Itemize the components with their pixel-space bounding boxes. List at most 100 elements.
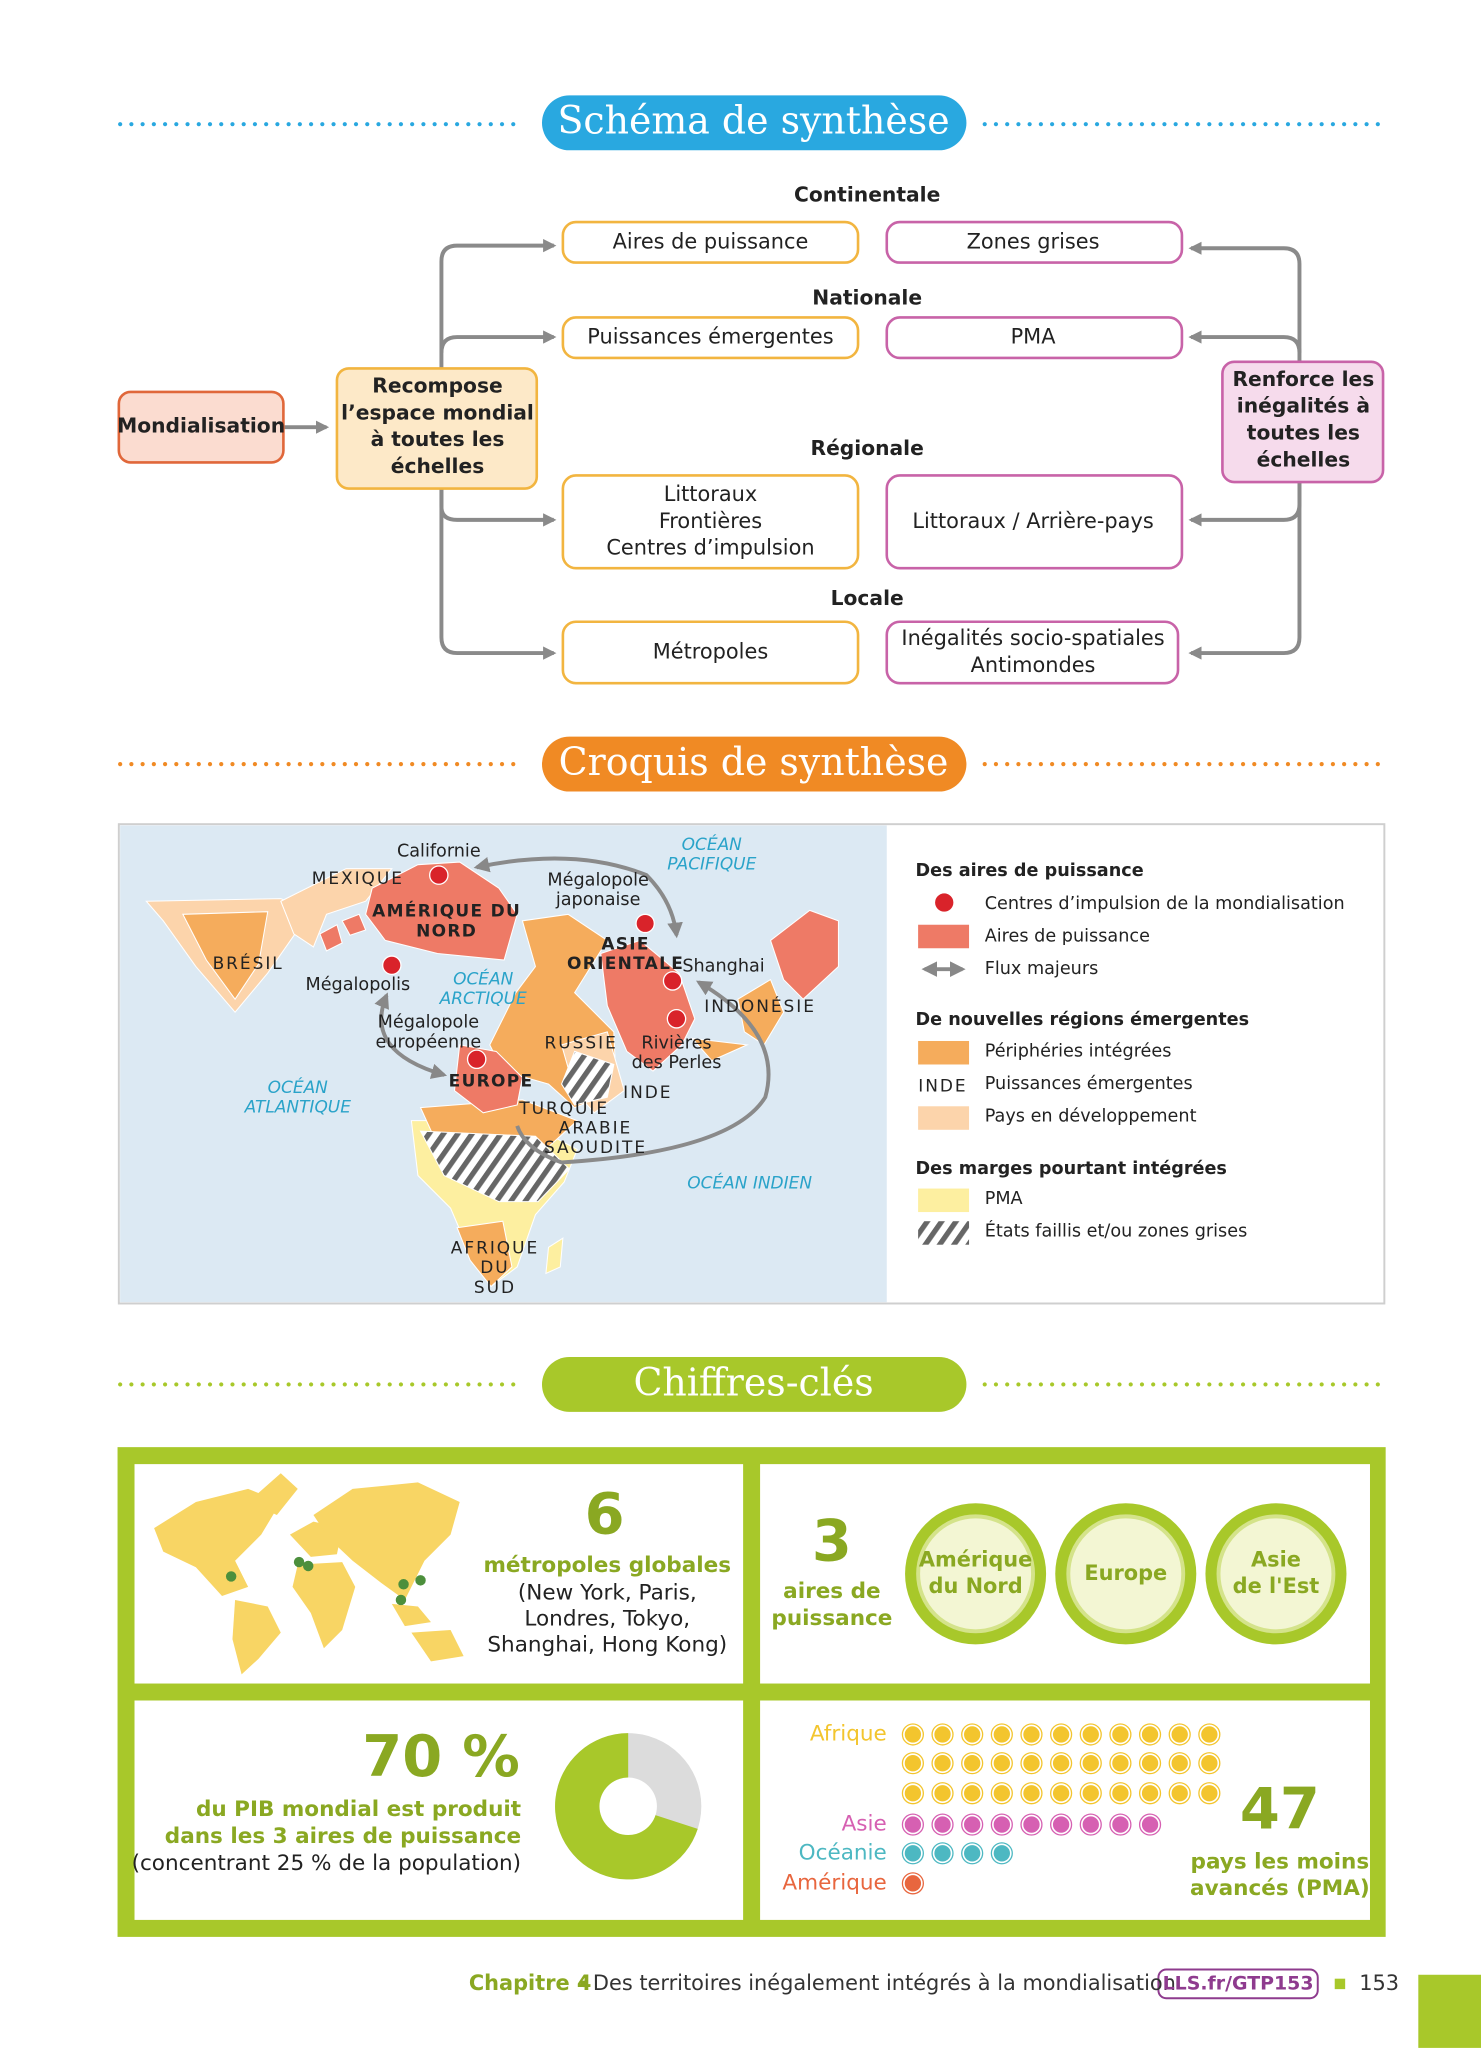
dot: [264, 762, 269, 767]
pma-dot: [1139, 1753, 1161, 1774]
legend-title: Des aires de puissance: [916, 861, 1144, 881]
dot: [398, 1382, 404, 1387]
dot: [174, 1382, 179, 1387]
dot: [1027, 762, 1032, 767]
dot: [1308, 762, 1313, 767]
pma-dot: [1021, 1783, 1042, 1804]
dot: [387, 122, 392, 127]
footer-link[interactable]: LLS.fr/GTP153: [1163, 1972, 1314, 1994]
dot: [331, 122, 336, 127]
dot: [342, 1382, 347, 1387]
dot: [151, 762, 156, 767]
figure-detail: (concentrant 25 % de la population): [132, 1851, 522, 1876]
dot: [1061, 762, 1066, 767]
pma-dot-ring: [1168, 1752, 1191, 1775]
dot: [1027, 122, 1032, 127]
pma-dot: [1169, 1753, 1190, 1774]
pma-dot: [1199, 1753, 1220, 1774]
dot: [230, 1382, 235, 1387]
left-box: [561, 474, 860, 570]
dot: [174, 762, 179, 767]
dot: [1353, 1382, 1358, 1387]
dot: [499, 762, 505, 767]
dot: [455, 122, 460, 127]
figure-caption: métropoles globales: [483, 1553, 731, 1578]
dot: [1196, 1382, 1201, 1387]
dot: [140, 762, 145, 767]
pma-dot: [932, 1814, 953, 1835]
pma-dot: [991, 1814, 1012, 1835]
pma-dot: [991, 1783, 1012, 1804]
pma-dot: [1110, 1753, 1131, 1774]
dot: [219, 1382, 224, 1387]
legend-symbols: [918, 893, 970, 1245]
pma-dot-ring: [961, 1842, 984, 1865]
dot: [1342, 122, 1347, 127]
pma-dot: [1021, 1753, 1042, 1774]
dot: [1139, 122, 1145, 127]
dot: [1252, 122, 1257, 127]
dot: [1162, 122, 1167, 127]
dot: [308, 762, 314, 767]
dot: [275, 122, 280, 127]
dot: [1285, 1382, 1291, 1387]
dot: [1218, 1382, 1223, 1387]
dot: [230, 122, 235, 127]
dot: [185, 122, 190, 127]
pma-dot: [1139, 1783, 1161, 1804]
dot: [443, 762, 448, 767]
dot: [1207, 122, 1212, 127]
pma-dot: [1110, 1724, 1131, 1745]
area-circle-inner: [1216, 1514, 1336, 1634]
dot: [511, 122, 516, 127]
dot: [365, 762, 370, 767]
area-label: Europe: [1084, 1561, 1167, 1585]
map-label: Mégalopole: [547, 870, 648, 890]
dot: [185, 1382, 190, 1387]
recompose-line: échelles: [391, 454, 485, 478]
section-title: Chiffres-clés: [633, 1360, 873, 1404]
dot: [140, 122, 145, 127]
pma-dot-ring: [931, 1723, 954, 1746]
dot: [1375, 762, 1380, 767]
pma-dot-ring: [961, 1723, 984, 1746]
pma-dot-ring: [1020, 1752, 1043, 1775]
dot: [1285, 762, 1291, 767]
pma-dot-ring: [1050, 1723, 1073, 1746]
dot: [264, 1382, 269, 1387]
pma-dot-ring: [1109, 1723, 1132, 1746]
dot: [185, 762, 190, 767]
dot: [455, 1382, 460, 1387]
dot: [477, 1382, 482, 1387]
dot: [1117, 122, 1122, 127]
dot: [230, 762, 235, 767]
dot: [993, 1382, 999, 1387]
pma-dot: [962, 1724, 983, 1745]
right-label: Zones grises: [967, 229, 1100, 253]
footer-chapter: Chapitre 4: [469, 1971, 592, 1995]
legend-item: PMA: [985, 1189, 1023, 1209]
dot: [252, 1382, 258, 1387]
dot: [129, 762, 134, 767]
dot: [1016, 762, 1021, 767]
dot: [1173, 762, 1178, 767]
level-title: Continentale: [794, 182, 940, 206]
pma-dot-ring: [1138, 1752, 1162, 1775]
dotted-rule: [118, 122, 1380, 127]
dot: [398, 122, 404, 127]
dot: [1196, 122, 1201, 127]
source-label: Mondialisation: [117, 414, 285, 438]
dot: [1330, 122, 1335, 127]
pma-dot-ring: [1079, 1723, 1102, 1746]
pma-dot-ring: [1109, 1782, 1132, 1805]
legend-item: Centres d’impulsion de la mondialisation: [985, 894, 1345, 914]
dot: [1274, 1382, 1279, 1387]
level-title: Régionale: [811, 436, 924, 460]
figure-number: 3: [812, 1508, 852, 1575]
legend-item: Aires de puissance: [985, 926, 1150, 946]
dot: [1072, 1382, 1077, 1387]
pma-dot-ring: [990, 1723, 1013, 1746]
pma-dot-ring: [901, 1782, 924, 1805]
pma-dot-ring: [1079, 1782, 1102, 1805]
dot: [353, 762, 359, 767]
